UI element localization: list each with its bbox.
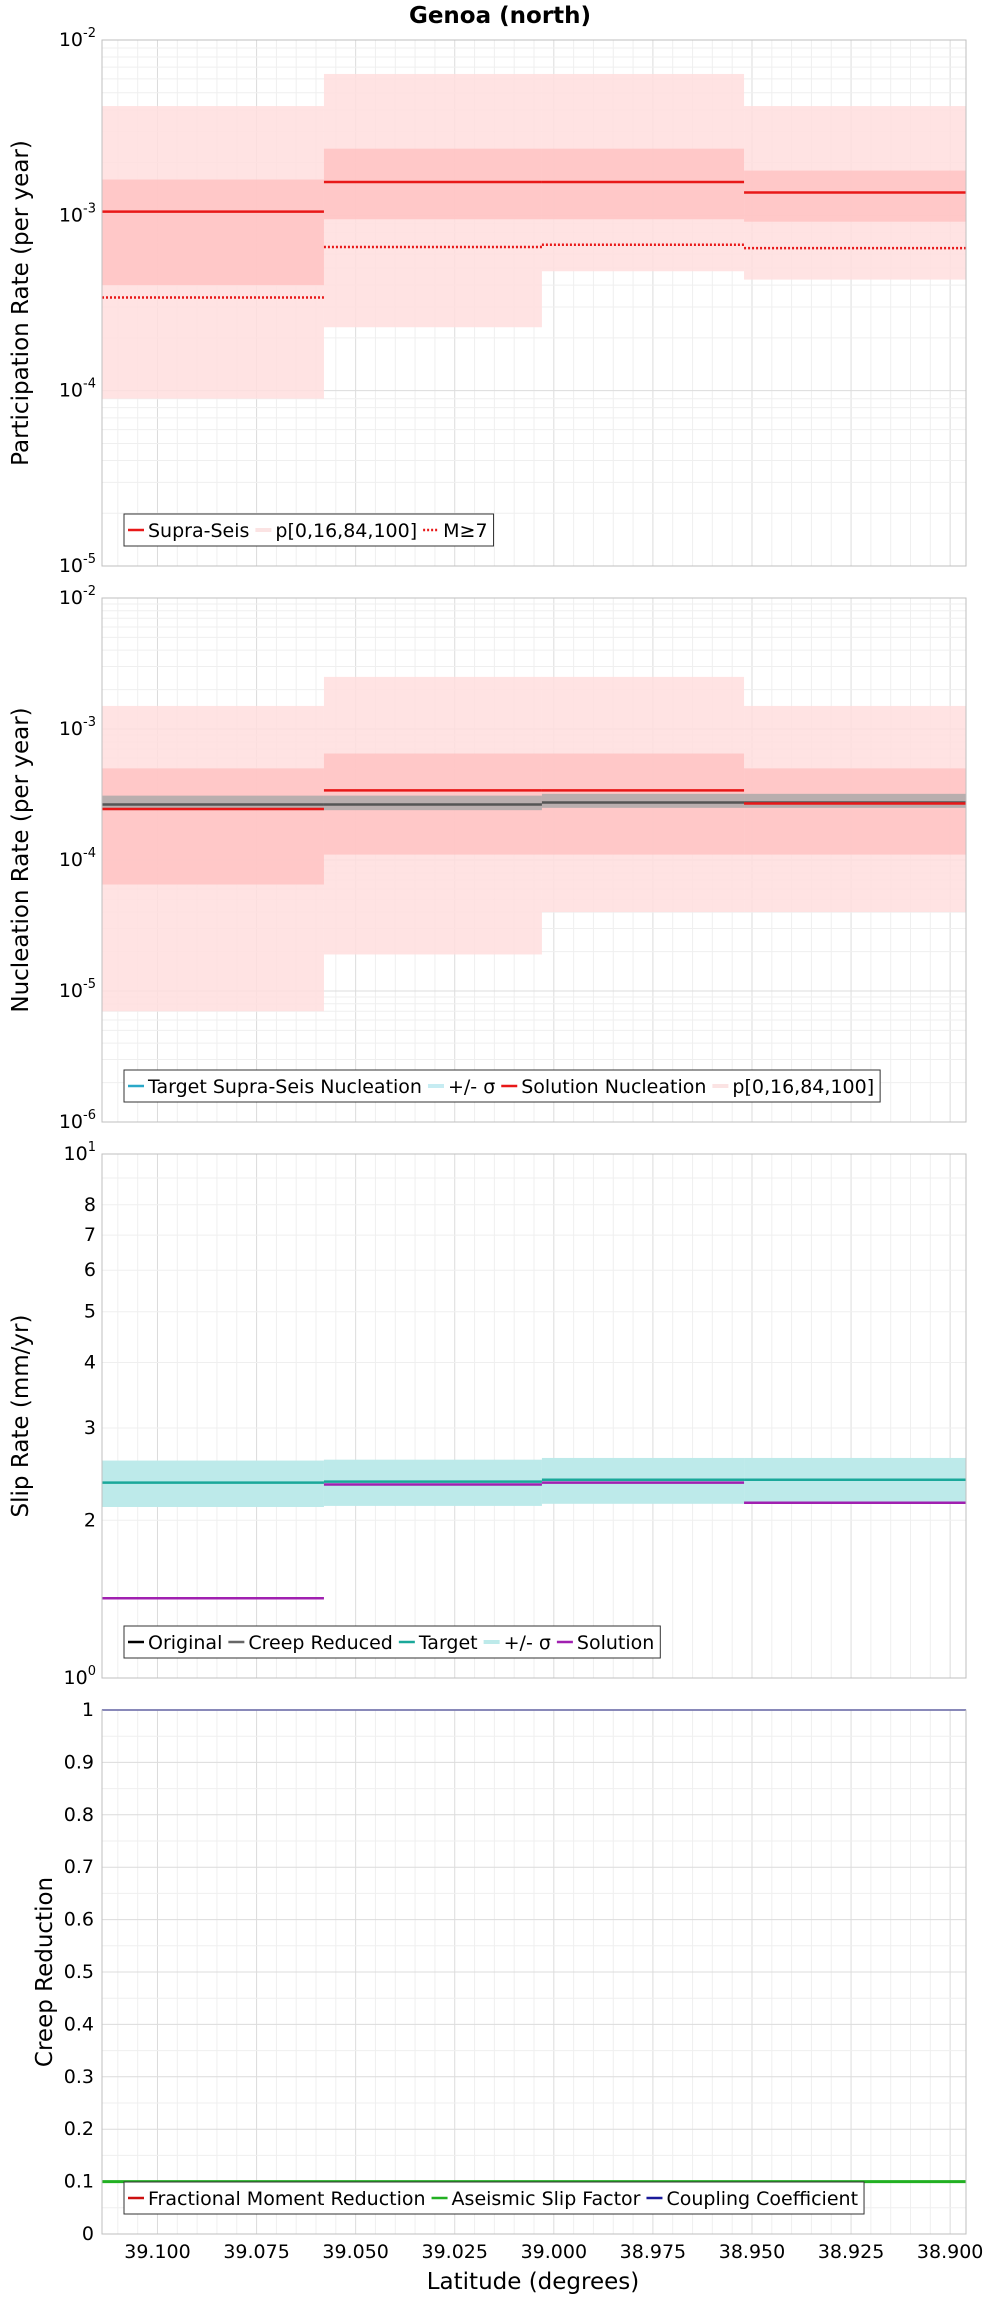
- nucleation-rate-panel: 10-6 10-5 10-4 10-3 10-2 Nucleation Rate (per…: [8, 584, 967, 1133]
- x-tick-label: 39.100: [124, 2241, 190, 2263]
- percentile-band-inner: [744, 768, 966, 855]
- legend: Original Creep Reduced Target +/- σ Solution: [123, 1625, 661, 1659]
- y-tick-label: 8: [84, 1194, 96, 1216]
- legend-box: [123, 2181, 865, 2215]
- legend-entry: Fractional Moment Reduction: [148, 2188, 426, 2210]
- legend-entry: Solution Nucleation: [521, 1076, 706, 1098]
- y-tick-label: 3: [84, 1417, 96, 1439]
- y-tick-label: 10-5: [59, 977, 96, 1002]
- y-tick-label: 10-2: [59, 584, 96, 609]
- data-layer: [102, 676, 966, 1012]
- y-tick-label: 1: [82, 1699, 94, 1721]
- y-tick-label: 0.8: [64, 1804, 94, 1826]
- y-tick-label: 10-5: [59, 552, 96, 577]
- y-tick-label: 10-3: [59, 715, 96, 740]
- x-tick-label: 39.025: [421, 2241, 487, 2263]
- target-sigma-band: [541, 793, 745, 808]
- y-tick-label: 7: [84, 1224, 96, 1246]
- y-axis-label: Participation Rate (per year): [8, 140, 34, 466]
- y-tick-label: 0.2: [64, 2118, 94, 2140]
- y-tick-label: 6: [84, 1259, 96, 1281]
- y-tick-label: 0.3: [64, 2066, 94, 2088]
- plot-frame: [101, 39, 967, 567]
- y-tick-label: 10-2: [59, 26, 96, 51]
- legend-entry: Coupling Coefficient: [666, 2188, 858, 2210]
- y-axis-label: Nucleation Rate (per year): [8, 707, 34, 1012]
- legend-entry: +/- σ: [448, 1076, 495, 1098]
- legend: Fractional Moment Reduction Aseismic Slip…: [123, 2181, 865, 2215]
- legend-entry: M≥7: [443, 520, 487, 542]
- legend-entry: p[0,16,84,100]: [732, 1076, 874, 1098]
- y-tick-label: 10-4: [59, 846, 96, 871]
- percentile-band-inner: [541, 148, 745, 220]
- grid: [102, 1709, 966, 2235]
- percentile-band-inner: [744, 170, 966, 222]
- y-tick-label: 10-3: [59, 201, 96, 226]
- legend-entry: Creep Reduced: [248, 1632, 392, 1654]
- y-tick-label: 0.9: [64, 1751, 94, 1773]
- legend-entry: Solution: [577, 1632, 654, 1654]
- x-tick-labels: 39.100 39.075 39.050 39.025 39.000 38.975 38.9…: [124, 2241, 983, 2263]
- percentile-band-inner: [102, 179, 324, 286]
- legend-entry: Aseismic Slip Factor: [452, 2188, 641, 2210]
- plot-frame: [101, 1709, 967, 2235]
- plot-frame: [101, 597, 967, 1123]
- legend: Target Supra-Seis Nucleation +/- σ Solutio…: [123, 1069, 881, 1103]
- y-tick-label: 0: [82, 2223, 94, 2245]
- legend-entry: +/- σ: [504, 1632, 551, 1654]
- x-tick-label: 38.950: [719, 2241, 785, 2263]
- target-sigma-band: [323, 795, 542, 811]
- y-tick-label: 0.6: [64, 1909, 94, 1931]
- y-tick-labels: 10-5 10-4 10-3 10-2: [59, 26, 96, 577]
- legend-entry: Supra-Seis: [148, 520, 249, 542]
- target-sigma-band: [744, 793, 966, 808]
- y-tick-label: 101: [64, 1140, 96, 1165]
- y-tick-label: 5: [84, 1301, 96, 1323]
- legend-entry: Original: [148, 1632, 222, 1654]
- participation-rate-panel: 10-5 10-4 10-3 10-2 Participation Rate (per …: [8, 26, 967, 577]
- y-tick-labels: 100 101 2 3 4 5 6 7 8: [64, 1140, 96, 1689]
- y-tick-label: 2: [84, 1509, 96, 1531]
- legend-entry: p[0,16,84,100]: [275, 520, 417, 542]
- y-tick-label: 4: [84, 1352, 96, 1374]
- y-tick-label: 10-6: [59, 1108, 96, 1133]
- x-tick-label: 38.925: [818, 2241, 884, 2263]
- y-tick-label: 100: [64, 1664, 96, 1689]
- y-tick-label: 0.1: [64, 2171, 94, 2193]
- chart-title: Genoa (north): [409, 3, 591, 29]
- data-layer: [102, 73, 966, 399]
- legend: Supra-Seis p[0,16,84,100] M≥7: [123, 513, 495, 547]
- x-axis-label: Latitude (degrees): [427, 2269, 640, 2295]
- y-tick-label: 0.5: [64, 1961, 94, 1983]
- percentile-band-inner: [102, 768, 324, 885]
- slip-rate-panel: 100 101 2 3 4 5 6 7 8 Slip Rate (mm/yr) Original Cr…: [8, 1140, 967, 1689]
- data-layer: [102, 1457, 966, 1600]
- x-tick-label: 39.075: [223, 2241, 289, 2263]
- y-axis-label: Slip Rate (mm/yr): [8, 1315, 34, 1518]
- y-tick-label: 10-4: [59, 377, 96, 402]
- x-tick-label: 39.050: [322, 2241, 388, 2263]
- creep-reduction-panel: 0 0.1 0.2 0.3 0.4 0.5 0.6 0.7 0.8 0.9 1 Creep Reduc…: [32, 1699, 983, 2263]
- legend-entry: Target: [418, 1632, 478, 1654]
- y-tick-label: 0.7: [64, 1856, 94, 1878]
- percentile-band-inner: [323, 148, 542, 220]
- y-tick-labels: 10-6 10-5 10-4 10-3 10-2: [59, 584, 96, 1133]
- y-tick-labels: 0 0.1 0.2 0.3 0.4 0.5 0.6 0.7 0.8 0.9 1: [64, 1699, 94, 2245]
- plot-frame: [101, 1153, 967, 1679]
- x-tick-label: 39.000: [521, 2241, 587, 2263]
- legend-entry: Target Supra-Seis Nucleation: [147, 1076, 422, 1098]
- y-axis-label: Creep Reduction: [32, 1877, 58, 2067]
- x-tick-label: 38.900: [917, 2241, 983, 2263]
- target-sigma-band: [102, 795, 324, 811]
- y-tick-label: 0.4: [64, 2013, 94, 2035]
- x-tick-label: 38.975: [620, 2241, 686, 2263]
